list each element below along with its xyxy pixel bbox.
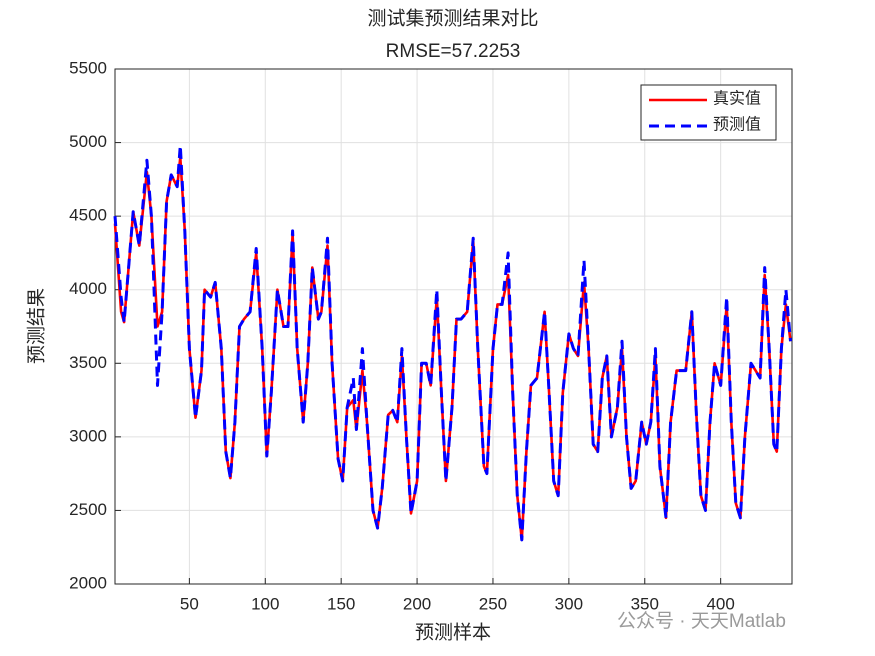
- x-tick-label: 250: [479, 594, 507, 613]
- x-tick-label: 50: [180, 594, 199, 613]
- chart-subtitle: RMSE=57.2253: [386, 41, 521, 62]
- y-axis-label: 预测结果: [25, 288, 47, 364]
- x-tick-label: 150: [327, 594, 355, 613]
- y-tick-label: 3000: [69, 426, 107, 445]
- x-tick-label: 400: [706, 594, 734, 613]
- legend-label: 真实值: [713, 90, 761, 108]
- y-tick-label: 4500: [69, 206, 107, 225]
- x-tick-label: 300: [555, 594, 583, 613]
- x-tick-label: 200: [403, 594, 431, 613]
- y-tick-label: 3500: [69, 353, 107, 372]
- y-tick-label: 2500: [69, 500, 107, 519]
- y-tick-label: 5500: [69, 58, 107, 77]
- plot-border: [114, 68, 793, 585]
- y-tick-label: 5000: [69, 132, 107, 151]
- y-tick-label: 4000: [69, 279, 107, 298]
- y-tick-label: 2000: [69, 573, 107, 592]
- series-line: [113, 144, 792, 542]
- legend-label: 预测值: [713, 116, 761, 134]
- chart-title: 测试集预测结果对比: [367, 7, 538, 29]
- plot-area: [115, 69, 792, 584]
- x-axis-label: 预测样本: [415, 621, 491, 643]
- legend-box: [640, 84, 777, 141]
- x-tick-label: 100: [251, 594, 279, 613]
- watermark: 公众号 · 天天Matlab: [617, 610, 786, 632]
- x-tick-label: 350: [631, 594, 659, 613]
